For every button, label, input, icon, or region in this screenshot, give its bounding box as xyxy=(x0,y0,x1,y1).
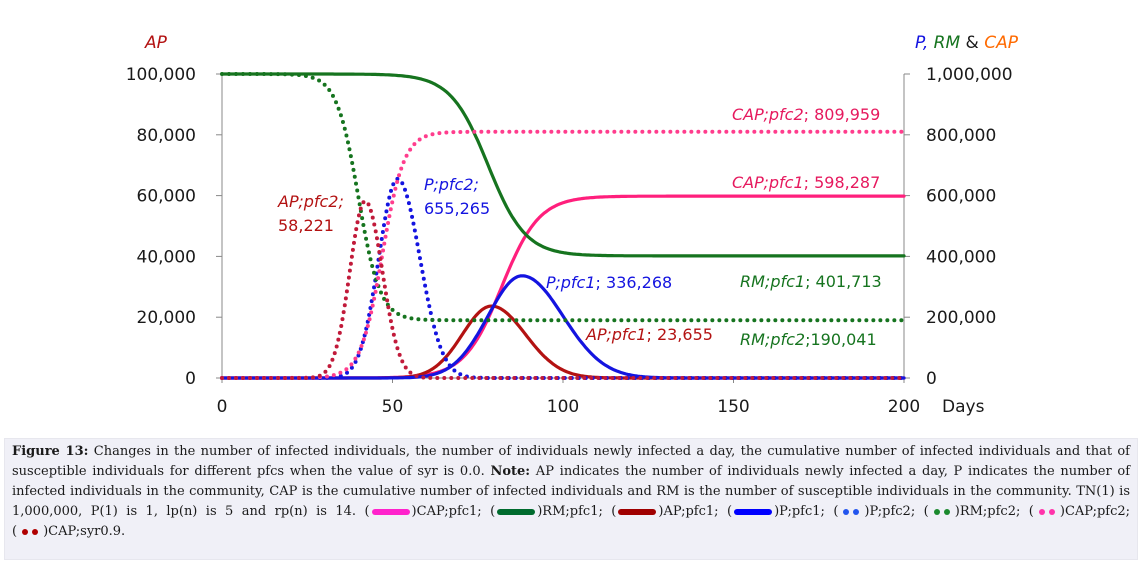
x-tick-label: 50 xyxy=(382,397,404,417)
right-axis-title-part: , xyxy=(923,33,934,53)
series-label-rm-pfc2: RM;pfc2;190,041 xyxy=(740,330,877,349)
left-tick-label: 80,000 xyxy=(137,126,196,146)
right-axis-title-part: RM xyxy=(934,33,961,53)
series-label-part: CAP;pfc1 xyxy=(732,173,804,192)
right-tick-label: 0 xyxy=(926,369,937,389)
x-unit-label: Days xyxy=(942,397,985,417)
legend-item: ()CAP;pfc1; xyxy=(364,504,482,519)
legend-dot-swatch xyxy=(19,527,41,537)
series-label-part: P;pfc1 xyxy=(546,273,596,292)
caption-note-label: Note: xyxy=(490,464,531,479)
legend-label: CAP;syr0.9. xyxy=(48,524,126,539)
legend-dot-swatch xyxy=(840,507,862,517)
series-label-part: CAP;pfc2 xyxy=(732,105,804,124)
series-line-rm-pfc1 xyxy=(220,72,906,258)
legend-label: CAP;pfc2; xyxy=(1064,504,1131,519)
x-tick-label: 100 xyxy=(547,397,579,417)
legend-solid-swatch xyxy=(497,508,536,515)
right-tick-label: 200,000 xyxy=(926,308,996,328)
series-label-part: ; 598,287 xyxy=(804,173,881,192)
figure-caption: Figure 13: Changes in the number of infe… xyxy=(4,438,1138,560)
x-tick-label: 150 xyxy=(717,397,749,417)
legend-dot-swatch xyxy=(1036,507,1058,517)
legend-item: ()CAP;syr0.9. xyxy=(12,524,126,539)
legend-item: ()RM;pfc2; xyxy=(923,504,1021,519)
right-tick-label: 600,000 xyxy=(926,187,996,207)
legend-solid-swatch xyxy=(618,508,657,515)
series-label-part: AP;pfc2; xyxy=(277,192,344,211)
series-lines xyxy=(220,72,906,380)
series-label-ap-pfc1: AP;pfc1; 23,655 xyxy=(585,325,713,344)
series-label-value: 58,221 xyxy=(278,216,334,235)
left-axis-title: AP xyxy=(144,33,168,53)
axes: 0 20,000 40,000 60,000 80,000 100,000 0 200,000… xyxy=(126,33,1019,417)
series-label-p-pfc2: P;pfc2; xyxy=(424,175,479,194)
left-tick-label: 0 xyxy=(185,369,196,389)
series-label-part: ;190,041 xyxy=(805,330,877,349)
legend-solid-swatch xyxy=(371,508,410,515)
series-label-cap-pfc1: CAP;pfc1; 598,287 xyxy=(732,173,880,192)
series-label-part: RM;pfc1 xyxy=(740,272,805,291)
legend-item: ()AP;pfc1; xyxy=(611,504,719,519)
series-label-part: AP;pfc1 xyxy=(585,325,646,344)
series-label-part: ; 401,713 xyxy=(805,272,882,291)
legend-solid-swatch xyxy=(734,508,773,515)
legend-label: RM;pfc1; xyxy=(542,504,603,519)
legend-dot-swatch xyxy=(931,507,953,517)
chart: 0 20,000 40,000 60,000 80,000 100,000 0 200,000… xyxy=(126,33,1019,417)
left-tick-label: 20,000 xyxy=(137,308,196,328)
series-label-value: 655,265 xyxy=(424,199,490,218)
series-label-part: ; 809,959 xyxy=(804,105,881,124)
right-axis-title-part: CAP xyxy=(984,33,1018,53)
series-label-part: ; 23,655 xyxy=(646,325,712,344)
legend-label: AP;pfc1; xyxy=(663,504,719,519)
legend-item: ()P;pfc1; xyxy=(727,504,825,519)
series-label-part: ; 336,268 xyxy=(596,273,673,292)
series-label-p-pfc1: P;pfc1; 336,268 xyxy=(546,273,672,292)
legend-label: P;pfc1; xyxy=(779,504,825,519)
caption-text: Changes in the number of infected indivi… xyxy=(12,444,1130,479)
series-label-cap-pfc2: CAP;pfc2; 809,959 xyxy=(732,105,880,124)
right-axis-title: P, RM & CAP xyxy=(915,33,1019,53)
legend-label: CAP;pfc1; xyxy=(416,504,482,519)
series-label-ap-pfc2: AP;pfc2; xyxy=(277,192,344,211)
series-line-cap-pfc2 xyxy=(220,129,906,380)
right-axis-title-part: P xyxy=(915,33,926,53)
series-label-rm-pfc1: RM;pfc1; 401,713 xyxy=(740,272,882,291)
left-tick-label: 40,000 xyxy=(137,247,196,267)
left-tick-label: 100,000 xyxy=(126,65,196,85)
series-line-ap-pfc2 xyxy=(220,199,906,380)
caption-label: Figure 13: xyxy=(12,444,89,459)
series-label-part: P;pfc2; xyxy=(424,175,479,194)
series-line-rm-pfc2 xyxy=(220,72,906,323)
legend-label: P;pfc2; xyxy=(869,504,916,519)
right-tick-label: 400,000 xyxy=(926,247,996,267)
caption-note-text: AP indicates the number of individuals n… xyxy=(12,464,1131,519)
caption-legend: ()CAP;pfc1; ()RM;pfc1; ()AP;pfc1; ()P;pf… xyxy=(12,504,1130,539)
right-axis-title-part: & xyxy=(960,33,984,53)
x-tick-label: 200 xyxy=(888,397,920,417)
series-label-part: RM;pfc2 xyxy=(740,330,805,349)
legend-item: ()RM;pfc1; xyxy=(490,504,603,519)
legend-label: RM;pfc2; xyxy=(959,504,1021,519)
series-labels: CAP;pfc2; 809,959 CAP;pfc1; 598,287 P;pfc2… xyxy=(277,105,882,349)
right-tick-label: 800,000 xyxy=(926,126,996,146)
right-tick-label: 1,000,000 xyxy=(926,65,1013,85)
legend-item: ()P;pfc2; xyxy=(833,504,916,519)
x-tick-label: 0 xyxy=(217,397,228,417)
legend-item: ()CAP;pfc2; xyxy=(1028,504,1131,519)
left-tick-label: 60,000 xyxy=(137,187,196,207)
